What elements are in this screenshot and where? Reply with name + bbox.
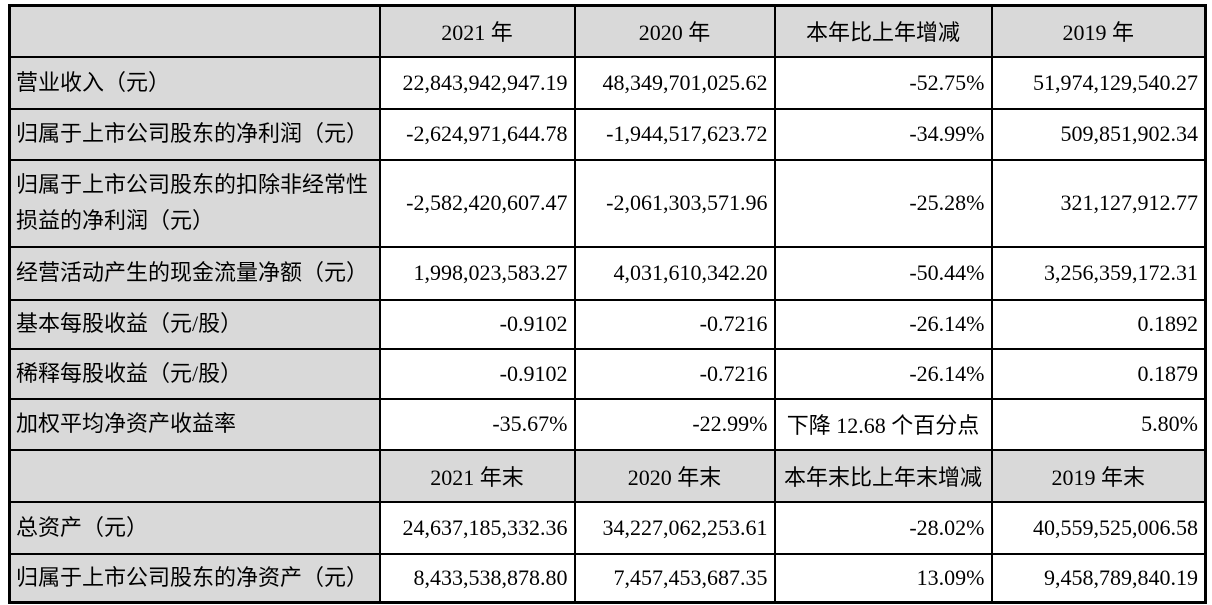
column-header-yoy-change: 本年比上年增减	[773, 4, 993, 58]
row-label: 归属于上市公司股东的净利润（元）	[8, 107, 381, 161]
cell-2020: -22.99%	[573, 397, 776, 451]
cell-2020: 7,457,453,687.35	[573, 552, 776, 604]
cell-2021: 1,998,023,583.27	[378, 245, 576, 301]
cell-2021: -0.9102	[378, 347, 576, 400]
cell-2019: 40,559,525,006.58	[990, 500, 1207, 555]
row-diluted-eps: 稀释每股收益（元/股） -0.9102 -0.7216 -26.14% 0.18…	[8, 347, 1207, 400]
cell-change: -34.99%	[773, 107, 993, 161]
row-weighted-avg-roe: 加权平均净资产收益率 -35.67% -22.99% 下降 12.68 个百分点…	[8, 397, 1207, 451]
cell-2019: 0.1892	[990, 298, 1207, 350]
cell-2019: 0.1879	[990, 347, 1207, 400]
row-label: 总资产（元）	[8, 500, 381, 555]
cell-2019: 9,458,789,840.19	[990, 552, 1207, 604]
column-header-2021-end: 2021 年末	[378, 448, 576, 503]
cell-2019: 5.80%	[990, 397, 1207, 451]
cell-2020: -2,061,303,571.96	[573, 158, 776, 248]
cell-2021: -35.67%	[378, 397, 576, 451]
column-header-2019: 2019 年	[990, 4, 1207, 58]
cell-2019: 321,127,912.77	[990, 158, 1207, 248]
row-label: 加权平均净资产收益率	[8, 397, 381, 451]
cell-2020: -1,944,517,623.72	[573, 107, 776, 161]
cell-2021: 22,843,942,947.19	[378, 55, 576, 110]
cell-change: -26.14%	[773, 298, 993, 350]
header-row-annual: 2021 年 2020 年 本年比上年增减 2019 年	[8, 4, 1207, 58]
row-label: 营业收入（元）	[8, 55, 381, 110]
column-header-2021: 2021 年	[378, 4, 576, 58]
cell-2021: -0.9102	[378, 298, 576, 350]
cell-2020: -0.7216	[573, 298, 776, 350]
cell-change: -28.02%	[773, 500, 993, 555]
row-net-profit-excl-nonrecurring: 归属于上市公司股东的扣除非经常性损益的净利润（元） -2,582,420,607…	[8, 158, 1207, 248]
row-label: 归属于上市公司股东的扣除非经常性损益的净利润（元）	[8, 158, 381, 248]
cell-2020: -0.7216	[573, 347, 776, 400]
row-operating-revenue: 营业收入（元） 22,843,942,947.19 48,349,701,025…	[8, 55, 1207, 110]
cell-2020: 48,349,701,025.62	[573, 55, 776, 110]
column-header-2020: 2020 年	[573, 4, 776, 58]
cell-change: -25.28%	[773, 158, 993, 248]
row-label: 稀释每股收益（元/股）	[8, 347, 381, 400]
cell-2020: 34,227,062,253.61	[573, 500, 776, 555]
header-row-year-end: 2021 年末 2020 年末 本年末比上年末增减 2019 年末	[8, 448, 1207, 503]
cell-2021: 24,637,185,332.36	[378, 500, 576, 555]
cell-2019: 51,974,129,540.27	[990, 55, 1207, 110]
column-header-2020-end: 2020 年末	[573, 448, 776, 503]
row-net-assets-attributable: 归属于上市公司股东的净资产（元） 8,433,538,878.80 7,457,…	[8, 552, 1207, 604]
row-label: 归属于上市公司股东的净资产（元）	[8, 552, 381, 604]
cell-change: -50.44%	[773, 245, 993, 301]
cell-change: -52.75%	[773, 55, 993, 110]
cell-change: 13.09%	[773, 552, 993, 604]
header-empty-cell	[8, 448, 381, 503]
row-basic-eps: 基本每股收益（元/股） -0.9102 -0.7216 -26.14% 0.18…	[8, 298, 1207, 350]
row-net-profit-attributable: 归属于上市公司股东的净利润（元） -2,624,971,644.78 -1,94…	[8, 107, 1207, 161]
cell-2021: -2,582,420,607.47	[378, 158, 576, 248]
row-total-assets: 总资产（元） 24,637,185,332.36 34,227,062,253.…	[8, 500, 1207, 555]
cell-change: -26.14%	[773, 347, 993, 400]
financial-summary-table: 2021 年 2020 年 本年比上年增减 2019 年 营业收入（元） 22,…	[8, 4, 1207, 604]
cell-2019: 509,851,902.34	[990, 107, 1207, 161]
cell-2020: 4,031,610,342.20	[573, 245, 776, 301]
cell-2021: 8,433,538,878.80	[378, 552, 576, 604]
row-label: 经营活动产生的现金流量净额（元）	[8, 245, 381, 301]
cell-2019: 3,256,359,172.31	[990, 245, 1207, 301]
row-label: 基本每股收益（元/股）	[8, 298, 381, 350]
row-operating-cash-flow: 经营活动产生的现金流量净额（元） 1,998,023,583.27 4,031,…	[8, 245, 1207, 301]
cell-change: 下降 12.68 个百分点	[773, 397, 993, 451]
column-header-year-end-change: 本年末比上年末增减	[773, 448, 993, 503]
column-header-2019-end: 2019 年末	[990, 448, 1207, 503]
header-empty-cell	[8, 4, 381, 58]
cell-2021: -2,624,971,644.78	[378, 107, 576, 161]
